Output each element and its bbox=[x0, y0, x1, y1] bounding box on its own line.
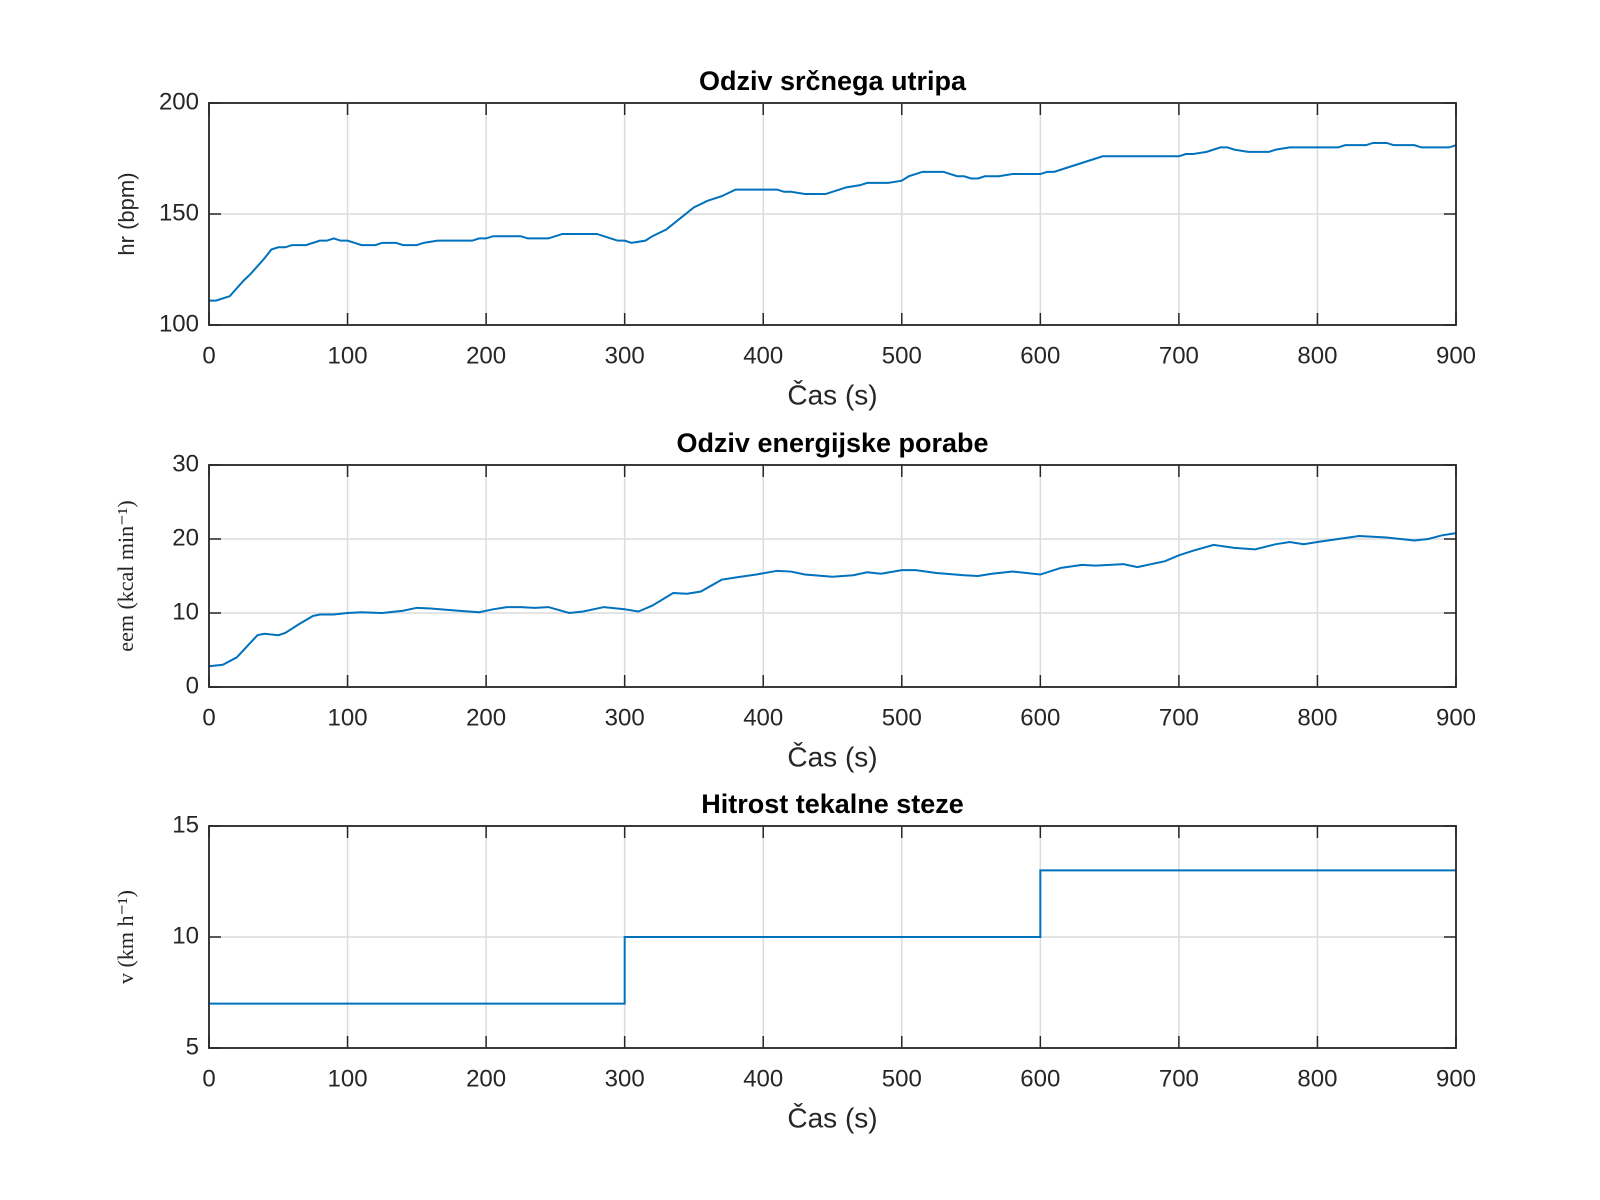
x-tick-label: 400 bbox=[743, 342, 783, 369]
y-tick-label: 30 bbox=[172, 450, 199, 477]
chart-title: Odziv energijske porabe bbox=[676, 428, 988, 458]
x-tick-label: 600 bbox=[1020, 342, 1060, 369]
y-axis-label: v (km h⁻¹) bbox=[113, 890, 138, 984]
x-axis-label: Čas (s) bbox=[787, 741, 877, 772]
x-tick-label: 700 bbox=[1159, 1065, 1199, 1092]
y-axis-label: hr (bpm) bbox=[114, 172, 139, 255]
x-tick-label: 900 bbox=[1436, 342, 1476, 369]
x-tick-label: 600 bbox=[1020, 1065, 1060, 1092]
x-tick-label: 100 bbox=[328, 704, 368, 731]
x-tick-label: 200 bbox=[466, 704, 506, 731]
x-tick-label: 400 bbox=[743, 704, 783, 731]
x-tick-label: 0 bbox=[202, 342, 215, 369]
axes-box bbox=[208, 825, 1457, 1049]
chart-title: Hitrost tekalne steze bbox=[701, 789, 964, 819]
x-axis-label: Čas (s) bbox=[787, 379, 877, 410]
x-tick-label: 900 bbox=[1436, 704, 1476, 731]
x-tick-label: 800 bbox=[1297, 704, 1337, 731]
data-line bbox=[209, 869, 1456, 1005]
y-tick-label: 10 bbox=[172, 598, 199, 625]
x-tick-label: 900 bbox=[1436, 1065, 1476, 1092]
y-tick-label: 10 bbox=[172, 922, 199, 949]
y-tick-label: 20 bbox=[172, 524, 199, 551]
axes-box bbox=[208, 102, 1457, 326]
x-tick-label: 700 bbox=[1159, 704, 1199, 731]
axes-box bbox=[208, 464, 1457, 688]
x-tick-label: 700 bbox=[1159, 342, 1199, 369]
y-axis-label: eem (kcal min⁻¹) bbox=[113, 500, 138, 651]
data-line bbox=[208, 532, 1457, 668]
chart-title: Odziv srčnega utripa bbox=[699, 66, 967, 96]
x-tick-label: 400 bbox=[743, 1065, 783, 1092]
x-tick-label: 0 bbox=[202, 704, 215, 731]
x-tick-label: 300 bbox=[605, 1065, 645, 1092]
y-tick-label: 5 bbox=[186, 1033, 199, 1060]
x-tick-label: 200 bbox=[466, 342, 506, 369]
x-tick-label: 200 bbox=[466, 1065, 506, 1092]
x-tick-label: 500 bbox=[882, 1065, 922, 1092]
x-tick-label: 100 bbox=[328, 1065, 368, 1092]
x-tick-label: 500 bbox=[882, 342, 922, 369]
x-tick-label: 600 bbox=[1020, 704, 1060, 731]
x-tick-label: 300 bbox=[605, 342, 645, 369]
x-tick-label: 100 bbox=[328, 342, 368, 369]
y-tick-label: 15 bbox=[172, 811, 199, 838]
x-tick-label: 0 bbox=[202, 1065, 215, 1092]
x-tick-label: 500 bbox=[882, 704, 922, 731]
y-tick-label: 150 bbox=[159, 199, 199, 226]
x-tick-label: 800 bbox=[1297, 342, 1337, 369]
x-axis-label: Čas (s) bbox=[787, 1102, 877, 1133]
y-tick-label: 0 bbox=[186, 672, 199, 699]
x-tick-label: 800 bbox=[1297, 1065, 1337, 1092]
x-tick-label: 300 bbox=[605, 704, 645, 731]
data-line bbox=[209, 141, 1457, 302]
y-tick-label: 100 bbox=[159, 310, 199, 337]
y-tick-label: 200 bbox=[159, 88, 199, 115]
